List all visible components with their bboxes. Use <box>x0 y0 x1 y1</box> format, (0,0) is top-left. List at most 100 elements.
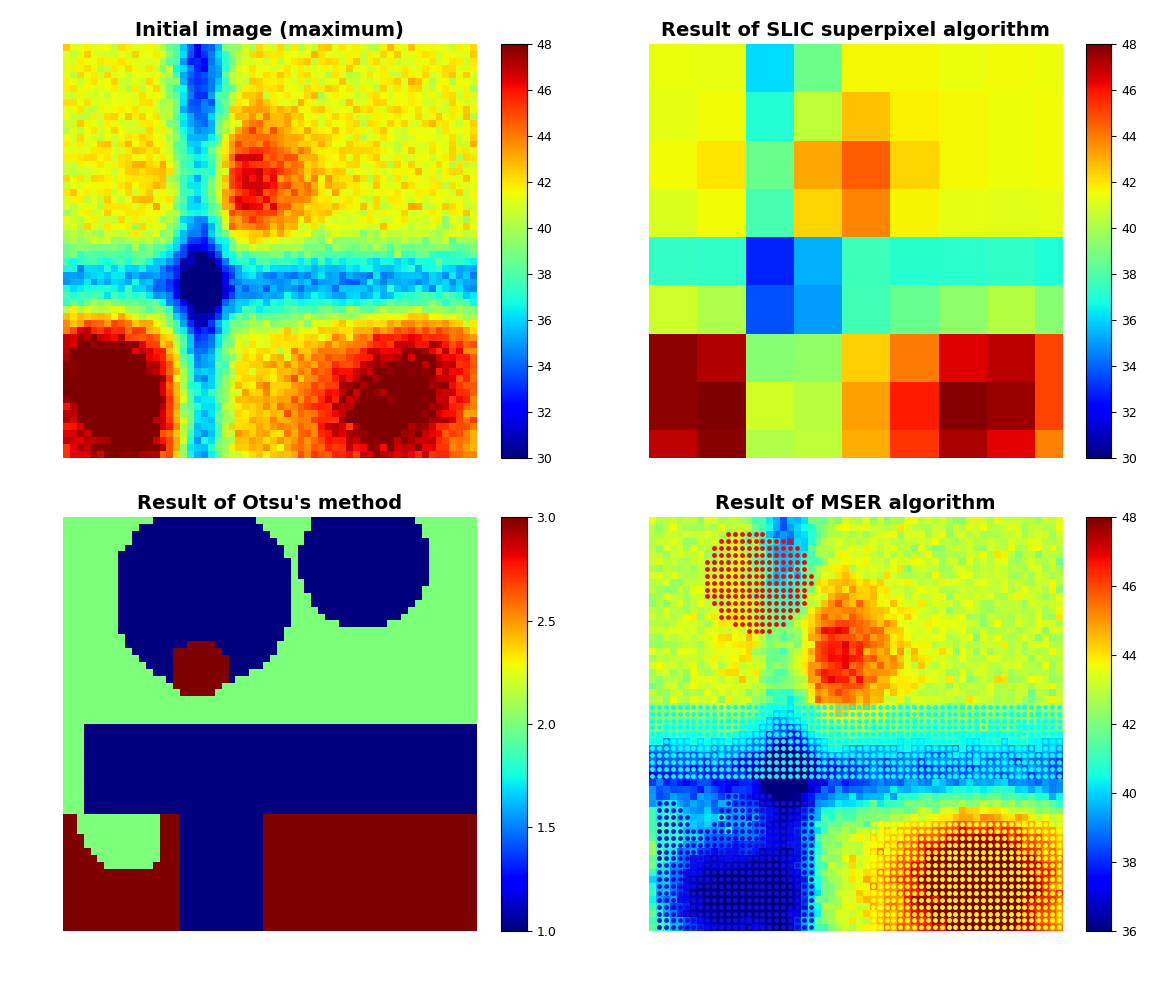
Point <box>760 534 778 550</box>
Point <box>705 741 724 756</box>
Point <box>746 540 764 556</box>
Point <box>973 892 992 908</box>
Point <box>664 719 682 735</box>
Point <box>739 554 757 569</box>
Point <box>774 850 792 867</box>
Point <box>912 760 930 776</box>
Point <box>650 898 668 914</box>
Point <box>877 719 896 735</box>
Point <box>657 920 675 935</box>
Point <box>781 871 799 886</box>
Point <box>732 560 751 576</box>
Point <box>940 733 958 749</box>
Point <box>891 822 909 838</box>
Point <box>1001 741 1020 756</box>
Point <box>1050 836 1068 852</box>
Point <box>712 822 731 838</box>
Point <box>870 705 889 721</box>
Point <box>664 726 682 743</box>
Point <box>1008 892 1027 908</box>
Point <box>657 726 675 743</box>
Point <box>767 548 785 563</box>
Point <box>691 898 710 914</box>
Point <box>1008 850 1027 867</box>
Point <box>849 741 868 756</box>
Point <box>732 534 751 550</box>
Point <box>884 836 902 852</box>
Point <box>719 885 738 900</box>
Point <box>781 602 799 619</box>
Point <box>891 836 909 852</box>
Point <box>795 581 813 597</box>
Point <box>863 726 882 743</box>
Point <box>760 912 778 928</box>
Point <box>843 741 862 756</box>
Point <box>732 912 751 928</box>
Point <box>795 850 813 867</box>
Point <box>657 733 675 749</box>
Point <box>657 698 675 714</box>
Point <box>912 713 930 729</box>
Point <box>994 906 1013 922</box>
Point <box>664 898 682 914</box>
Point <box>760 588 778 604</box>
Point <box>781 885 799 900</box>
Point <box>980 906 999 922</box>
Point <box>719 719 738 735</box>
Point <box>954 755 972 770</box>
Point <box>698 567 717 583</box>
Point <box>795 802 813 818</box>
Point <box>815 741 834 756</box>
Point <box>767 796 785 812</box>
Point <box>753 850 771 867</box>
Point <box>891 760 909 776</box>
Point <box>732 816 751 831</box>
Point <box>739 726 757 743</box>
Point <box>705 871 724 886</box>
Point <box>954 760 972 776</box>
Point <box>746 733 764 749</box>
Point <box>1022 850 1041 867</box>
Point <box>829 713 848 729</box>
Point <box>795 705 813 721</box>
Point <box>795 857 813 873</box>
Point <box>1022 822 1041 838</box>
Point <box>719 829 738 845</box>
Point <box>719 836 738 852</box>
Point <box>788 540 806 556</box>
Point <box>746 595 764 611</box>
Point <box>891 816 909 831</box>
Point <box>926 698 944 714</box>
Point <box>657 802 675 818</box>
Point <box>954 816 972 831</box>
Point <box>712 534 731 550</box>
Point <box>684 892 703 908</box>
Point <box>1043 741 1061 756</box>
Point <box>994 843 1013 859</box>
Point <box>739 796 757 812</box>
Point <box>856 733 875 749</box>
Point <box>1015 892 1034 908</box>
Point <box>947 747 965 762</box>
Point <box>967 719 986 735</box>
Point <box>980 871 999 886</box>
Point <box>753 595 771 611</box>
Point <box>725 865 744 881</box>
Point <box>926 865 944 881</box>
Point <box>877 760 896 776</box>
Point <box>933 822 951 838</box>
Point <box>795 809 813 824</box>
Point <box>753 526 771 542</box>
Point <box>698 906 717 922</box>
Point <box>788 755 806 770</box>
Point <box>967 705 986 721</box>
Point <box>781 857 799 873</box>
Point <box>712 885 731 900</box>
Point <box>960 879 979 894</box>
Point <box>947 836 965 852</box>
Point <box>954 747 972 762</box>
Point <box>732 617 751 632</box>
Point <box>650 733 668 749</box>
Point <box>746 713 764 729</box>
Point <box>760 560 778 576</box>
